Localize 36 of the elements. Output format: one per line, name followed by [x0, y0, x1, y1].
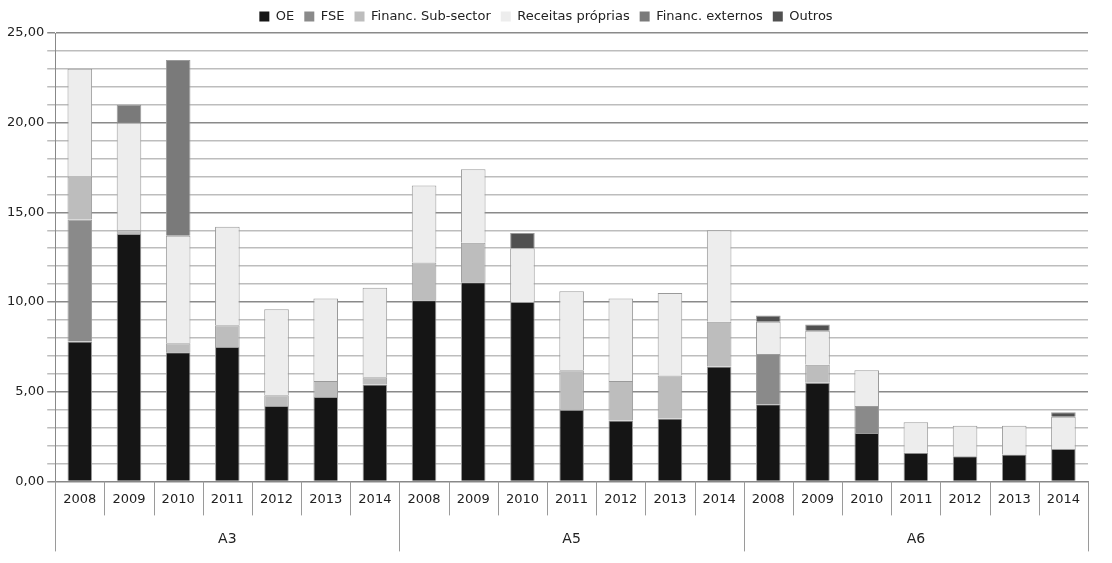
- x-tick-label: 2012: [259, 490, 294, 506]
- text: A6: [906, 530, 926, 547]
- x-tick-label: 2008: [407, 490, 441, 506]
- y-tick-label: 15,00: [7, 203, 45, 219]
- legend-label: Outros: [789, 7, 833, 23]
- x-tick-label: 2011: [555, 490, 589, 506]
- x-tick-label: 2011: [210, 490, 244, 506]
- x-tick-label: 2011: [899, 490, 933, 506]
- x-tick-label: 2010: [505, 490, 539, 506]
- x-tick-label: 2009: [800, 490, 835, 506]
- x-tick-label: 2010: [161, 490, 195, 506]
- x-tick-label: 2008: [751, 490, 785, 506]
- legend-label: Financ. externos: [656, 7, 764, 23]
- text: A3: [218, 530, 237, 547]
- x-tick-label: 2014: [358, 490, 392, 506]
- y-tick-label: 20,00: [7, 114, 45, 130]
- x-tick-label: 2013: [309, 490, 343, 506]
- y-tick-label: 10,00: [7, 293, 45, 309]
- x-tick-label: 2013: [653, 490, 687, 506]
- legend-label: Receitas próprias: [517, 7, 630, 23]
- legend-label: Financ. Sub-sector: [371, 7, 492, 23]
- x-tick-label: 2012: [948, 490, 982, 506]
- y-tick-label: 0,00: [15, 472, 45, 488]
- x-tick-label: 2008: [63, 490, 97, 506]
- x-tick-label: 2010: [850, 490, 884, 506]
- legend-label: OE: [275, 7, 295, 23]
- y-tick-label: 25,00: [7, 24, 45, 40]
- x-tick-label: 2013: [997, 490, 1031, 506]
- legend-label: FSE: [320, 7, 345, 23]
- x-tick-label: 2012: [604, 490, 638, 506]
- x-tick-label: 2014: [702, 490, 736, 506]
- x-tick-label: 2014: [1046, 490, 1080, 506]
- x-tick-label: 2009: [112, 490, 146, 506]
- text: A5: [562, 530, 581, 547]
- y-tick-label: 5,00: [15, 383, 45, 399]
- x-tick-label: 2009: [456, 490, 490, 506]
